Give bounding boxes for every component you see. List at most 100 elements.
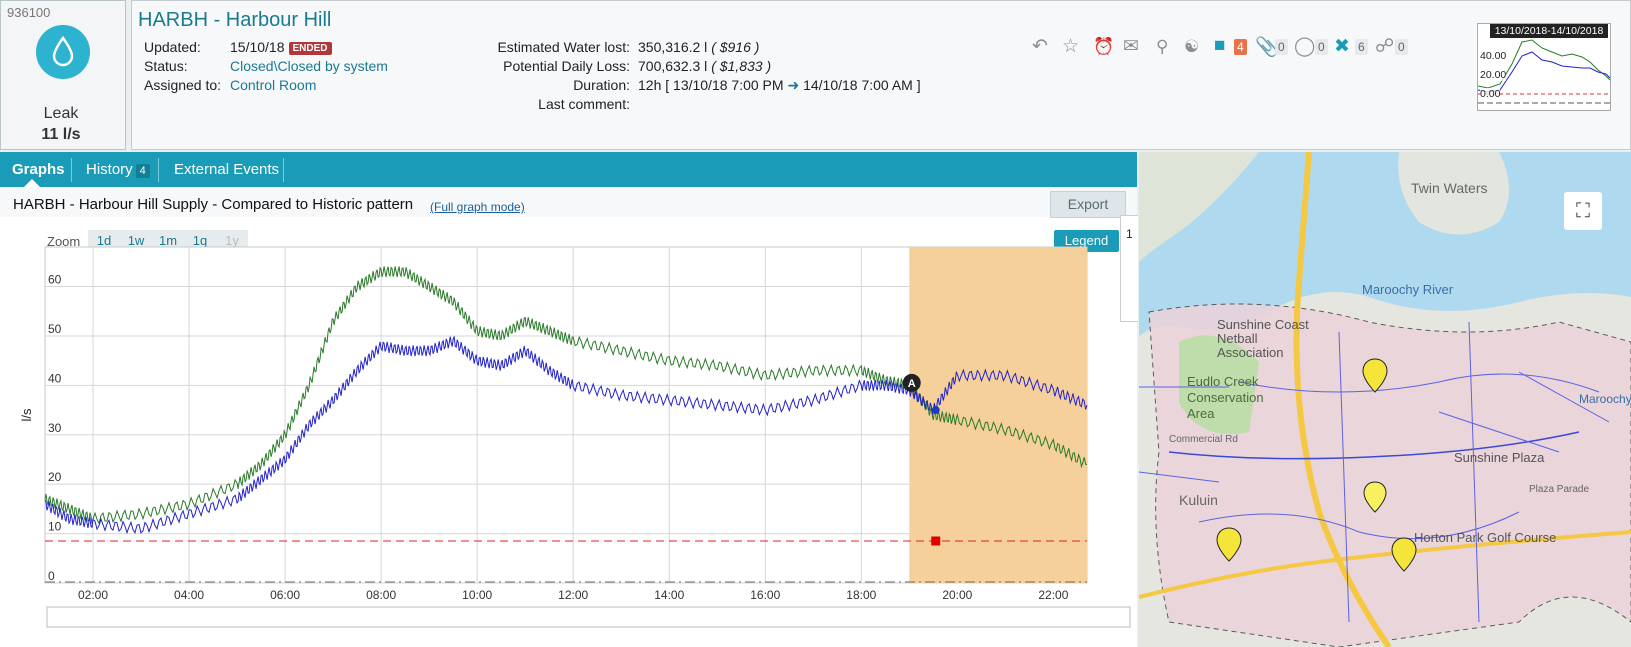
attachments-count: 0 [1275,39,1288,55]
status-value[interactable]: Closed\Closed by system [230,58,388,74]
history-count: 4 [135,164,150,178]
map-pin-icon [1363,481,1387,513]
twin-waters-land [1398,152,1509,235]
back-icon[interactable]: ↶ [1032,36,1048,57]
current-point [931,406,940,415]
daily-loss-label: Potential Daily Loss: [503,58,630,74]
dma-zone [1148,303,1631,647]
x-tick-label: 20:00 [942,588,972,602]
tools-icon[interactable]: ✖ [1334,36,1350,57]
duration: 12h [ 13/10/18 7:00 PM ➜ 14/10/18 7:00 A… [638,77,921,94]
highway-road [1293,152,1392,647]
y-tick-label: 10 [48,520,62,534]
map-label-plaza-parade: Plaza Parade [1529,484,1590,495]
navigator-scrollbar [46,606,1131,628]
y-tick-label: 50 [48,322,62,336]
annotation-marker-text: A [908,378,916,390]
pipe-network [1198,321,1600,623]
link-icon[interactable]: ☍ [1375,36,1395,57]
pipe-main [1168,431,1580,460]
assigned-value[interactable]: Control Room [230,77,317,93]
tab-separator [283,158,284,182]
x-tick-label: 06:00 [270,588,300,602]
duration-end: 14/10/18 7:00 AM ] [803,77,921,93]
export-button[interactable]: Export [1050,191,1126,218]
x-axis-ticks: 02:00 04:00 06:00 08:00 10:00 12:00 14:00 16:00… [78,588,1069,602]
mail-icon[interactable]: ✉ [1123,36,1139,57]
tab-graphs[interactable]: Graphs [12,161,65,178]
x-tick-label: 12:00 [558,588,588,602]
water-lost-value: 350,316.2 l [638,39,708,55]
map-label-sunshine-plaza: Sunshine Plaza [1454,450,1545,465]
ended-badge: ENDED [288,42,332,55]
work-orders-count: 6 [1355,39,1368,55]
full-graph-mode-link[interactable]: (Full graph mode) [430,200,525,214]
tab-history[interactable]: History 4 [86,161,150,178]
status-label: Status: [144,58,188,74]
map-label-maroochy-river: Maroochy River [1362,282,1454,297]
water-lost-label: Estimated Water lost: [497,39,630,55]
duration-start: 12h [ 13/10/18 7:00 PM [638,77,784,93]
x-tick-label: 14:00 [654,588,684,602]
tab-bar: Graphs History 4 External Events [0,152,1137,187]
event-rate: 11 l/s [41,126,81,143]
arrow-right-icon: ➜ [787,77,800,93]
fullscreen-icon[interactable]: ⛶ [1564,192,1602,230]
daily-loss-cost: ( $1,833 ) [711,58,772,74]
map-label-maroochy: Maroochy [1579,392,1631,406]
y-tick-label: 60 [48,273,62,287]
map-pin-icon [1362,358,1388,393]
mini-y-tick-0: 0.00 [1480,88,1501,100]
comment-icon[interactable]: ■ [1214,35,1226,56]
mini-y-tick-20: 20.00 [1480,69,1507,81]
y-tick-label: 40 [48,371,62,385]
mini-chart-title: 13/10/2018-14/10/2018 [1490,24,1608,38]
tag-icon[interactable]: ◯ [1294,36,1316,57]
alarm-clock-icon[interactable]: ⏰ [1093,37,1115,56]
tab-external-events[interactable]: External Events [174,161,280,178]
series-line-0 [44,266,1088,525]
event-type: Leak [43,105,79,122]
x-tick-label: 08:00 [366,588,396,602]
flow-chart[interactable]: 02:00 04:00 06:00 08:00 10:00 12:00 14:00 16:00… [0,187,1137,647]
star-icon[interactable]: ☆ [1062,36,1080,57]
legend-panel-peek: 1 [1120,215,1138,322]
zoom-label: Zoom [47,234,81,249]
pipe-network-minor [1139,371,1610,483]
x-tick-label: 02:00 [78,588,108,602]
y-axis-label: l/s [19,408,34,422]
map-panel[interactable]: ⛶ Twin Waters Maroochy River Sunshine Co… [1139,152,1631,647]
tab-separator [71,158,72,182]
location-pin-icon[interactable]: ⚲ [1156,37,1169,56]
attachment-icon[interactable]: 📎 [1255,37,1279,58]
network-icon[interactable]: ☯ [1184,37,1200,56]
tags-count: 0 [1315,39,1328,55]
green-area [1179,335,1259,434]
page-title: HARBH - Harbour Hill [138,9,332,31]
assigned-label: Assigned to: [144,77,222,93]
legend-peek-text: 1 [1126,227,1133,241]
map-pin-icon [1216,527,1242,562]
updated-label: Updated: [144,39,201,55]
y-axis-ticks: 0 10 20 30 40 50 60 [48,273,62,583]
water-lost: 350,316.2 l ( $916 ) [638,39,759,55]
annotation-marker-a: A [902,373,921,392]
main-road [1139,530,1631,599]
y-tick-label: 30 [48,421,62,435]
tab-separator [158,158,159,182]
y-tick-label: 20 [48,470,62,484]
comments-count: 4 [1234,39,1247,55]
links-count: 0 [1395,39,1408,55]
land-area [1139,152,1259,262]
active-tab-caret [24,179,40,187]
mini-y-tick-40: 40.00 [1480,50,1507,62]
mini-chart[interactable]: 13/10/2018-14/10/2018 40.00 20.00 0.00 [1477,23,1611,111]
threshold-marker [931,536,941,546]
map-label-kuluin: Kuluin [1179,492,1218,508]
map-canvas[interactable] [1139,152,1631,647]
x-tick-label: 18:00 [846,588,876,602]
x-tick-label: 22:00 [1038,588,1068,602]
updated-date: 15/10/18 [230,39,285,55]
map-label-commercial-rd: Commercial Rd [1169,434,1238,445]
chart-series [44,266,1088,535]
